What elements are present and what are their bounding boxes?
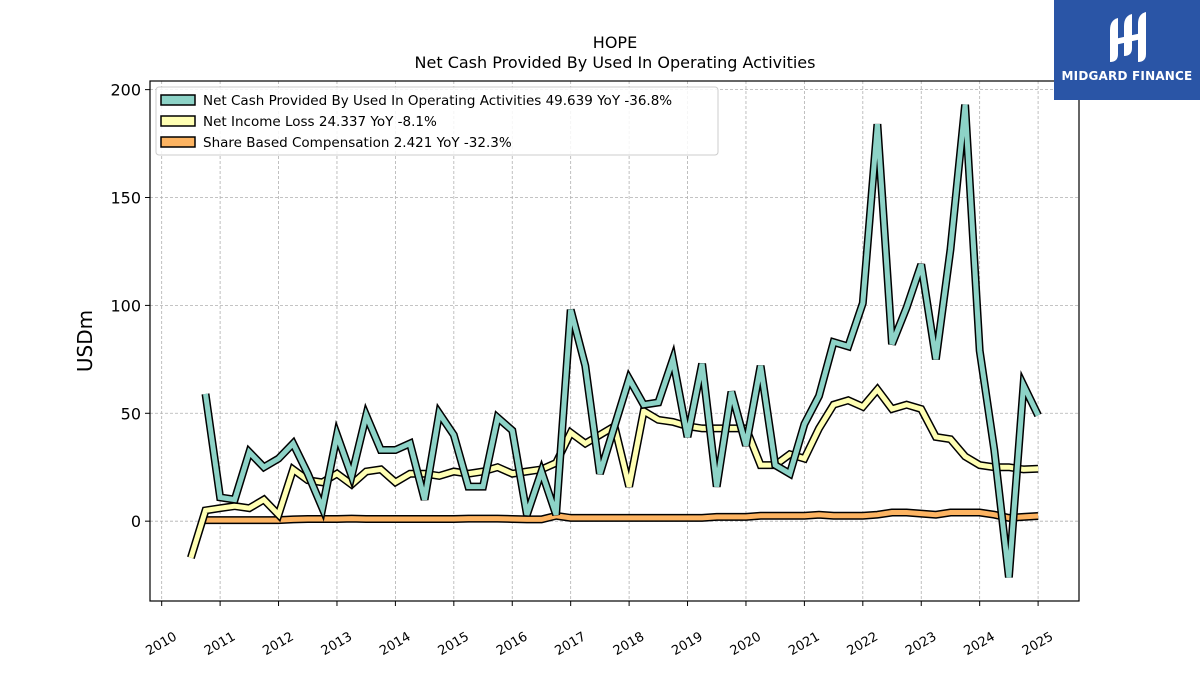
legend-entry: Net Cash Provided By Used In Operating A… bbox=[203, 93, 672, 109]
x-tick-label: 2011 bbox=[202, 629, 238, 659]
chart-subtitle: Net Cash Provided By Used In Operating A… bbox=[415, 53, 816, 72]
legend-swatch bbox=[160, 136, 196, 148]
x-axis: 2010 2011 2012 2013 2014 2015 2016 2017 2018 2019… bbox=[144, 601, 1056, 659]
x-tick-label: 2022 bbox=[845, 629, 881, 659]
series-layer bbox=[187, 104, 1042, 578]
y-axis-label: USDm bbox=[73, 310, 97, 372]
x-tick-label: 2016 bbox=[494, 629, 530, 659]
x-tick-label: 2013 bbox=[319, 629, 355, 659]
plot-frame bbox=[149, 80, 1080, 602]
x-tick-label: 2020 bbox=[728, 629, 764, 659]
x-tick-label: 2017 bbox=[553, 629, 589, 659]
x-tick-label: 2018 bbox=[611, 629, 647, 659]
x-tick-label: 2010 bbox=[144, 629, 180, 659]
x-tick-label: 2025 bbox=[1020, 629, 1056, 659]
series-line bbox=[203, 104, 1041, 578]
y-tick-label: 200 bbox=[110, 81, 141, 100]
legend-entry: Net Income Loss 24.337 YoY -8.1% bbox=[203, 114, 437, 130]
y-tick-label: 0 bbox=[131, 512, 141, 531]
x-tick-label: 2019 bbox=[669, 629, 705, 659]
legend: Net Cash Provided By Used In Operating A… bbox=[155, 86, 719, 156]
chart-title: HOPE bbox=[593, 33, 637, 52]
x-tick-label: 2021 bbox=[786, 629, 822, 659]
x-tick-label: 2012 bbox=[260, 629, 296, 659]
brand-logo: MIDGARD FINANCE bbox=[1054, 0, 1200, 100]
legend-swatch bbox=[160, 94, 196, 106]
legend-entry: Share Based Compensation 2.421 YoY -32.3… bbox=[203, 135, 512, 151]
legend-swatch bbox=[160, 115, 196, 127]
y-tick-label: 50 bbox=[121, 404, 141, 423]
logo-mark-icon bbox=[1110, 12, 1146, 62]
legend-box bbox=[155, 86, 719, 156]
y-tick-label: 150 bbox=[110, 189, 141, 208]
x-tick-label: 2015 bbox=[436, 629, 472, 659]
series-line bbox=[205, 510, 1039, 523]
y-axis: 0 50 100 150 200 bbox=[110, 81, 150, 531]
y-tick-label: 100 bbox=[110, 296, 141, 315]
x-tick-label: 2023 bbox=[903, 629, 939, 659]
series-outline bbox=[201, 104, 1042, 578]
logo-text: MIDGARD FINANCE bbox=[1061, 69, 1193, 83]
x-tick-label: 2014 bbox=[377, 629, 413, 659]
x-tick-label: 2024 bbox=[962, 629, 998, 659]
